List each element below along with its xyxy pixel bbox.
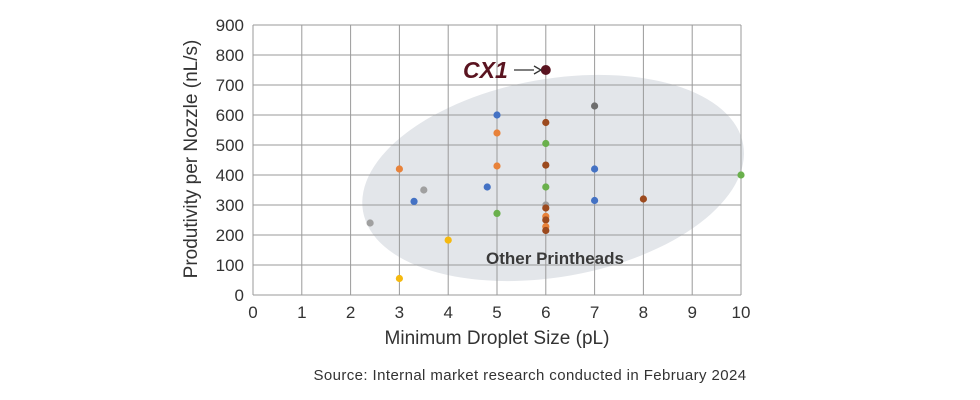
annotation-layer: CX1 Other Printheads [463, 57, 624, 268]
x-tick-label: 2 [346, 303, 355, 322]
x-tick-label: 9 [687, 303, 696, 322]
data-point [542, 216, 550, 224]
data-point [395, 165, 403, 173]
y-tick-label: 800 [216, 46, 244, 65]
data-point [395, 274, 403, 283]
y-tick-label: 500 [216, 136, 244, 155]
data-point [542, 183, 550, 191]
source-note: Source: Internal market research conduct… [314, 367, 747, 384]
data-point [542, 118, 550, 127]
data-point [483, 183, 491, 191]
data-point [444, 236, 452, 244]
y-tick-label: 400 [216, 166, 244, 185]
x-tick-label: 8 [639, 303, 648, 322]
data-point [493, 129, 501, 137]
x-tick-label: 7 [590, 303, 599, 322]
x-tick-label: 0 [248, 303, 257, 322]
highlight-point [540, 65, 551, 75]
data-point [639, 195, 648, 203]
data-point [493, 162, 501, 170]
y-tick-label: 100 [216, 256, 244, 275]
y-axis-label: Produtivity per Nozzle (nL/s) [181, 40, 202, 279]
y-tick-label: 900 [216, 16, 244, 35]
y-tick-label: 600 [216, 106, 244, 125]
cluster-ellipse-layer [362, 74, 744, 282]
x-tick-label: 5 [492, 303, 501, 322]
y-tick-label: 300 [216, 196, 244, 215]
data-point [420, 186, 428, 194]
x-tick-label: 10 [732, 303, 751, 322]
y-tick-label: 0 [235, 286, 244, 305]
x-tick-label: 1 [297, 303, 306, 322]
x-tick-label: 4 [443, 303, 452, 322]
data-point [542, 161, 550, 169]
y-tick-label: 700 [216, 76, 244, 95]
x-tick-label: 6 [541, 303, 550, 322]
cluster-label: Other Printheads [486, 249, 624, 268]
data-point [542, 226, 550, 235]
x-tick-label: 3 [395, 303, 404, 322]
x-axis-label: Minimum Droplet Size (pL) [385, 328, 610, 349]
data-point [542, 204, 550, 212]
data-point [542, 139, 550, 148]
data-point [591, 102, 599, 110]
y-tick-label: 200 [216, 226, 244, 245]
data-point [493, 209, 501, 217]
data-point [591, 165, 599, 173]
data-point [493, 111, 501, 119]
cluster-ellipse [362, 74, 744, 282]
highlight-arrow-head [533, 65, 543, 75]
data-point [410, 197, 418, 205]
data-point [591, 196, 599, 205]
point-layer [366, 102, 745, 283]
highlight-label: CX1 [463, 57, 508, 83]
data-point [366, 219, 374, 227]
data-point [737, 171, 745, 179]
